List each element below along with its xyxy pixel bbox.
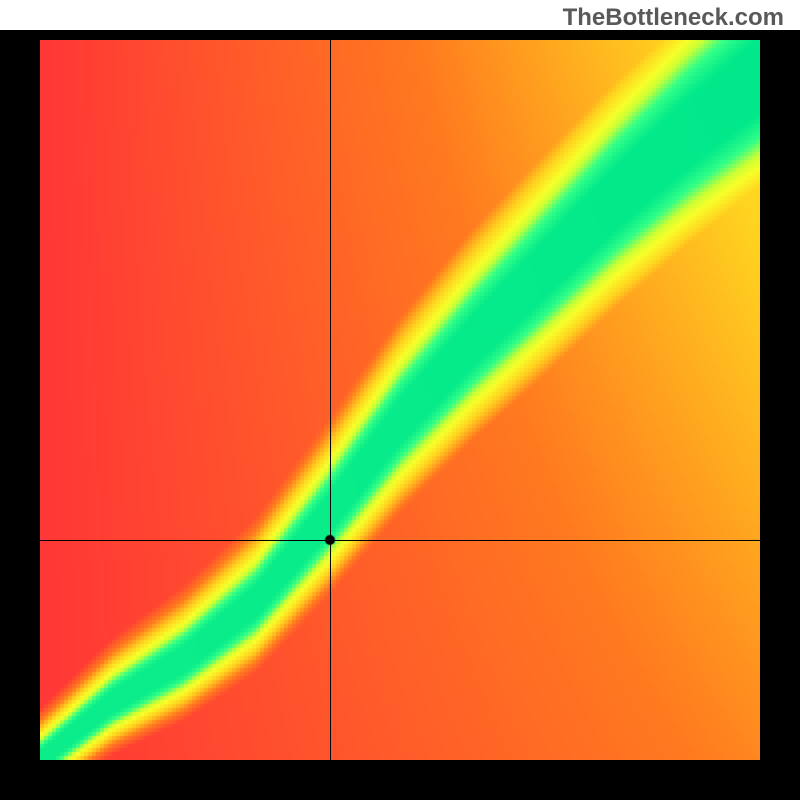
crosshair-vertical-line [330,40,331,760]
bottleneck-heatmap [40,40,760,760]
watermark-text: TheBottleneck.com [563,4,784,32]
crosshair-horizontal-line [40,540,760,541]
